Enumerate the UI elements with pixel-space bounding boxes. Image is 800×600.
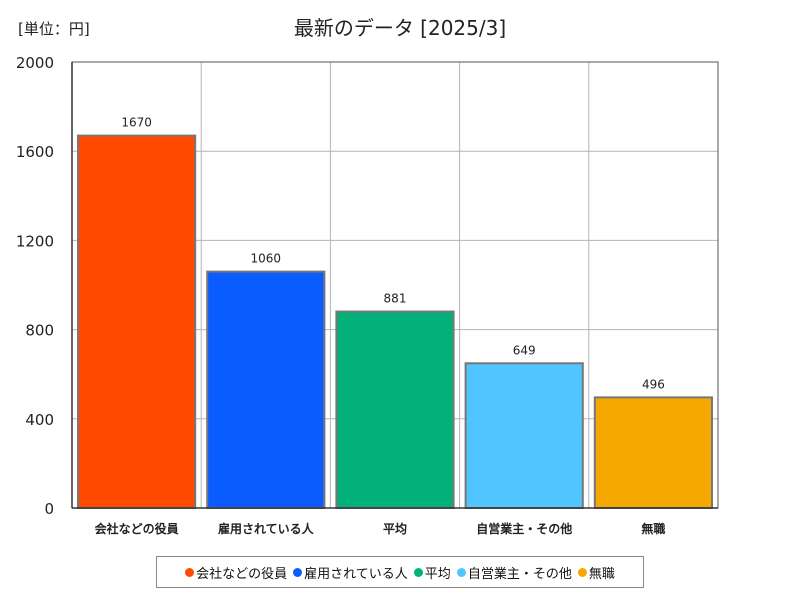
legend-label: 雇用されている人 xyxy=(304,566,408,582)
legend: 会社などの役員 雇用されている人 平均 自営業主・その他 無職 xyxy=(156,556,644,588)
legend-swatch xyxy=(456,567,466,577)
bar-chart: 1670 1060 881 649 496 0 400 800 1200 1600 2000 会社な… xyxy=(16,54,719,536)
x-tick-label: 雇用されている人 xyxy=(218,521,315,536)
legend-label: 自営業主・その他 xyxy=(467,566,572,582)
legend-item: 雇用されている人 xyxy=(293,563,408,582)
bar xyxy=(335,310,455,509)
y-tick-label: 1200 xyxy=(16,232,54,250)
data-label: 1670 xyxy=(121,116,152,130)
x-tick-label: 平均 xyxy=(383,521,407,536)
bar xyxy=(464,362,584,510)
chart-title: 最新のデータ [2025/3] xyxy=(293,16,507,40)
data-labels: 1670 1060 881 649 496 xyxy=(121,116,665,392)
bar xyxy=(77,134,197,509)
legend-swatch xyxy=(293,567,303,577)
x-tick-label: 会社などの役員 xyxy=(95,521,179,536)
bar xyxy=(206,270,326,509)
legend-swatch xyxy=(413,567,423,577)
unit-label: [単位：円] xyxy=(18,20,90,38)
data-label: 649 xyxy=(513,343,536,357)
axes: 0 400 800 1200 1600 2000 会社などの役員 雇用されている人 平均 自営業主… xyxy=(16,54,719,536)
data-label: 496 xyxy=(642,377,665,391)
bar xyxy=(593,396,713,509)
legend-item: 会社などの役員 xyxy=(185,563,287,582)
legend-item: 無職 xyxy=(577,563,615,582)
y-tick-label: 2000 xyxy=(16,54,54,72)
legend-item: 自営業主・その他 xyxy=(456,563,572,582)
y-tick-label: 800 xyxy=(25,322,54,340)
x-tick-label: 無職 xyxy=(641,521,665,536)
y-tick-label: 400 xyxy=(25,411,54,429)
legend-swatch xyxy=(577,567,587,577)
data-label: 881 xyxy=(384,292,407,306)
legend-item: 平均 xyxy=(413,563,451,582)
data-label: 1060 xyxy=(251,252,282,266)
legend-label: 平均 xyxy=(424,566,451,582)
legend-label: 無職 xyxy=(588,566,615,582)
legend-swatch xyxy=(185,567,195,577)
y-tick-label: 1600 xyxy=(16,143,54,161)
y-tick-label: 0 xyxy=(44,500,54,518)
legend-label: 会社などの役員 xyxy=(196,566,288,582)
bars xyxy=(77,134,713,510)
x-tick-label: 自営業主・その他 xyxy=(476,521,572,536)
